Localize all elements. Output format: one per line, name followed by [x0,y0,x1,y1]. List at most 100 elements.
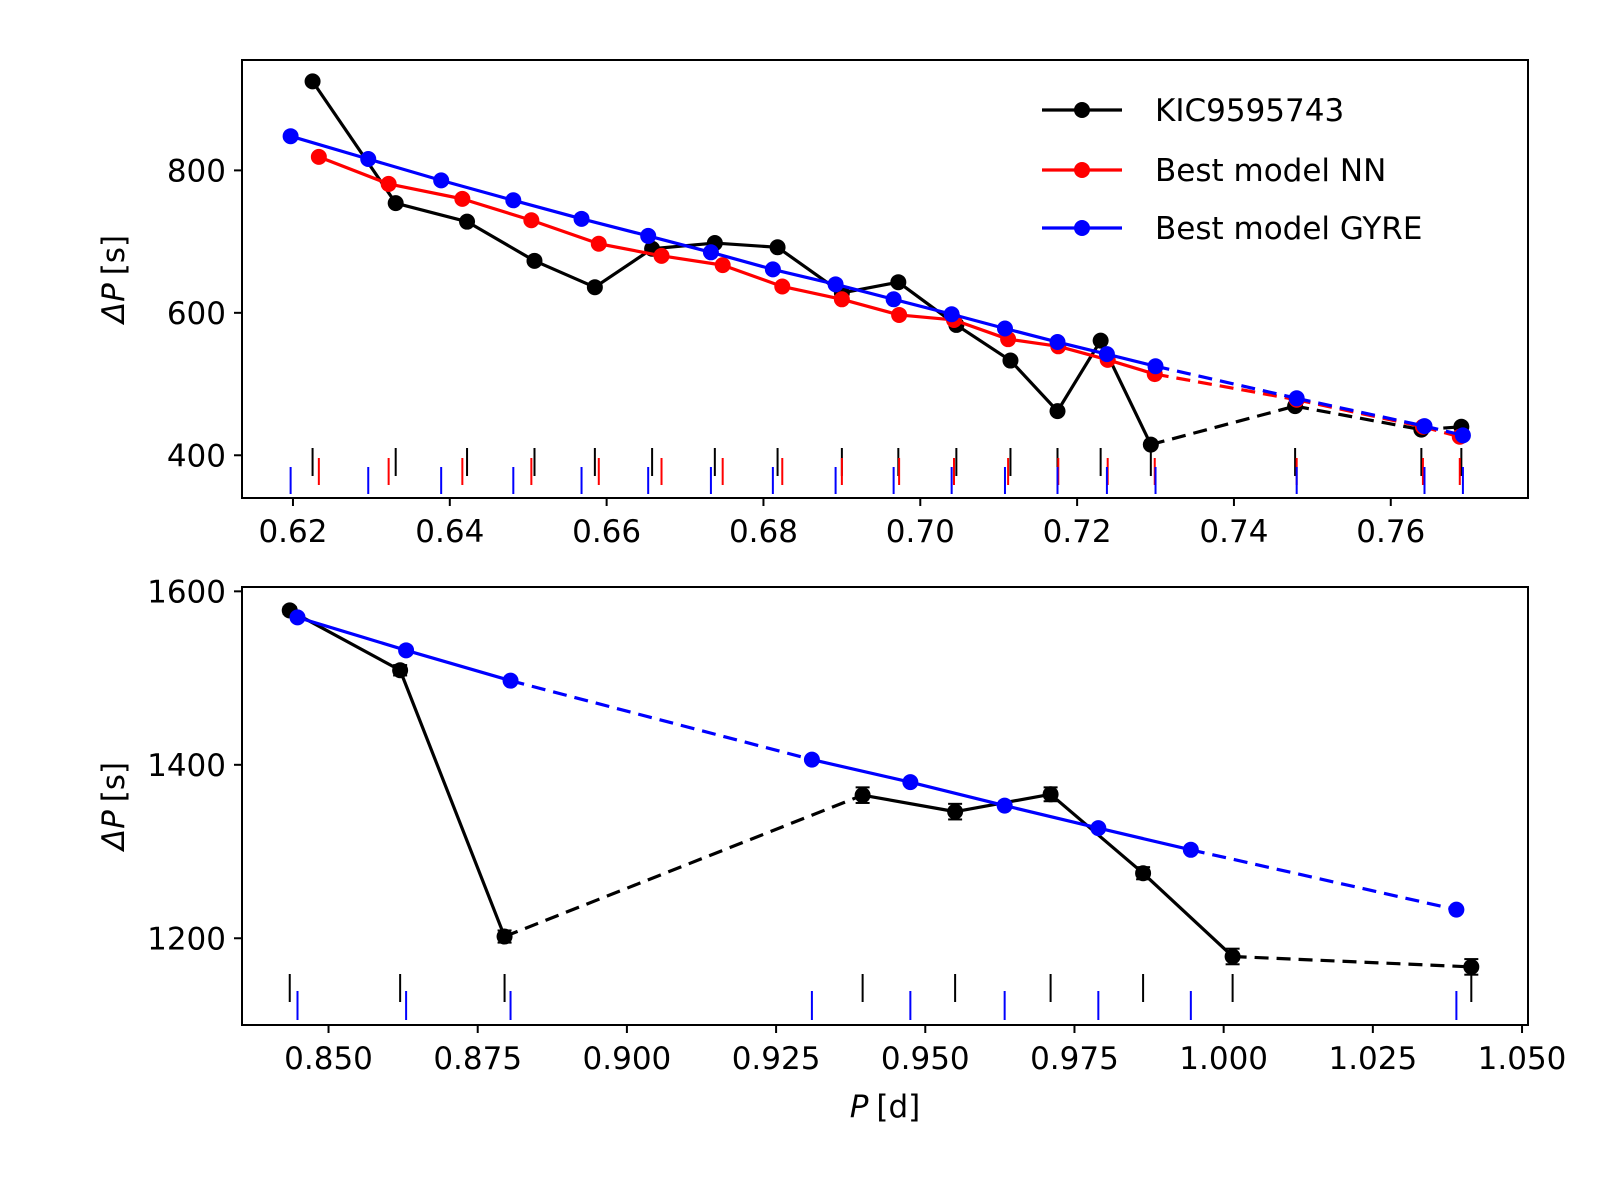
series-segment [503,793,864,939]
bottom-panel: 0.850 0.875 0.900 0.925 0.950 0.975 1.000 1.025… [96,574,1566,1125]
data-point [454,190,471,207]
y-tick-label: 1400 [147,748,226,784]
x-tick-label: 0.850 [284,1041,373,1077]
series-segment [909,780,1006,808]
data-point [586,279,603,296]
data-point [1142,436,1159,453]
series-segment [1155,364,1298,400]
legend-marker [1074,162,1090,178]
series-segment [953,318,1009,341]
x-tick-label: 0.74 [1199,514,1268,550]
x-tick-label: 0.66 [572,514,641,550]
legend-label: Best model NN [1155,153,1386,189]
series-segment [367,157,442,182]
series-segment [290,134,369,161]
x-tick-label: 0.950 [881,1041,970,1077]
series-segment [388,182,463,201]
series-segment [862,793,956,814]
data-point [1416,418,1433,435]
series-segment [1150,404,1296,447]
series-segment [466,220,536,263]
series-segment [1142,872,1234,958]
data-point [833,291,850,308]
series-segment [533,259,596,289]
data-point [1147,358,1164,375]
y-axis-symbol: ΔP [96,283,132,325]
data-point [433,172,450,189]
series-segment [722,263,783,288]
x-axis-symbol: P [850,1089,869,1125]
data-point [854,787,871,804]
y-axis-label: ΔP [s] [96,235,132,325]
data-point [1049,403,1066,420]
series-segment [811,758,911,784]
data-point [1049,334,1066,351]
series-segment [898,313,955,322]
series-segment [661,254,723,267]
data-point [1090,820,1107,837]
x-tick-label: 0.975 [1030,1041,1119,1077]
series-segment [297,615,407,652]
data-point [1092,332,1109,349]
data-point [764,261,781,278]
series-segment [1057,344,1109,362]
y-axis-label: ΔP [s] [96,762,132,852]
legend-label: KIC9595743 [1155,93,1344,129]
data-point [943,306,960,323]
series-segment [955,323,1012,362]
data-point [392,662,409,679]
data-point [996,320,1013,337]
series-segment [772,267,836,286]
series-segment [581,217,649,238]
y-axis-unit: [s] [96,762,132,802]
y-tick-label: 600 [167,296,226,332]
series-segment [1232,954,1472,969]
data-point [702,244,719,261]
data-point [996,797,1013,814]
axes-frame [241,586,1529,1026]
y-tick-label: 800 [167,153,226,189]
data-point [304,73,321,90]
legend-marker [1074,220,1090,236]
series-segment [1007,337,1059,348]
x-tick-label: 0.925 [732,1041,821,1077]
series-segment [395,201,468,224]
x-tick-label: 1.050 [1478,1041,1567,1077]
data-point [590,235,607,252]
data-point [803,751,820,768]
series-0 [281,602,1480,976]
series-segment [710,250,774,271]
x-tick-label: 0.70 [886,514,955,550]
series-segment [835,282,895,301]
series-segment [593,247,654,289]
series-segment [1097,826,1192,852]
data-point [289,609,306,626]
data-point [1002,352,1019,369]
x-tick-label: 0.62 [258,514,327,550]
series-segment [893,297,953,316]
data-point [459,213,476,230]
legend-label: Best model GYRE [1155,211,1422,247]
series-segment [598,242,662,258]
series-segment [1004,804,1099,830]
series-segment [318,155,390,186]
x-tick-label: 0.68 [729,514,798,550]
series-segment [512,198,582,221]
series-segment [1107,358,1156,376]
series-segment [530,218,600,246]
data-point [653,247,670,264]
data-point [282,128,299,145]
data-point [360,150,377,167]
x-axis-label: P [d] [850,1089,921,1125]
data-point [1135,865,1152,882]
y-axis-symbol: ΔP [96,810,132,852]
data-point [310,148,327,165]
x-tick-label: 0.875 [433,1041,522,1077]
series-segment [510,679,813,762]
data-point [496,928,513,945]
x-tick-label: 1.025 [1328,1041,1417,1077]
series-segment [1294,404,1422,432]
series-segment [1296,396,1425,428]
data-point [1042,786,1059,803]
series-segment [405,648,511,683]
